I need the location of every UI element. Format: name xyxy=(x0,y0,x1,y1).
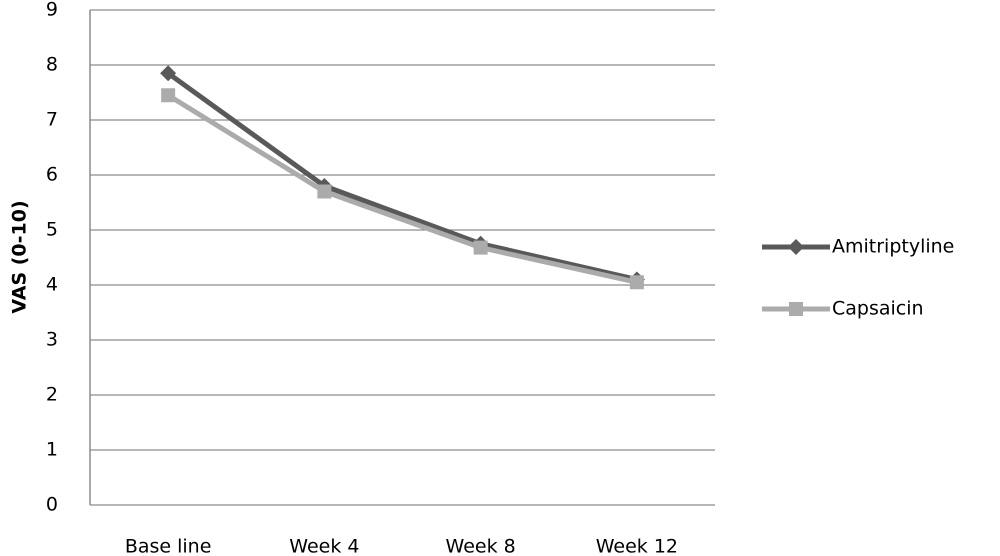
legend-marker xyxy=(788,239,804,255)
data-point xyxy=(161,88,176,103)
data-point xyxy=(473,240,488,255)
y-tick-label: 8 xyxy=(46,54,58,76)
data-point xyxy=(160,65,177,82)
series-line xyxy=(166,71,638,282)
legend-label: Amitriptyline xyxy=(832,236,954,258)
y-axis-label: VAS (0-10) xyxy=(9,200,31,313)
y-tick-label: 5 xyxy=(46,219,58,241)
y-tick-label: 2 xyxy=(46,384,58,406)
x-tick-label: Week 4 xyxy=(289,536,359,556)
y-tick-label: 9 xyxy=(46,0,58,21)
legend-marker xyxy=(789,302,803,316)
y-tick-label: 1 xyxy=(46,439,58,461)
data-point xyxy=(317,184,332,199)
series-line xyxy=(166,93,638,285)
x-tick-label: Base line xyxy=(125,536,212,556)
x-tick-label: Week 8 xyxy=(446,536,516,556)
y-tick-label: 0 xyxy=(46,494,58,516)
y-tick-label: 4 xyxy=(46,274,58,296)
y-tick-label: 3 xyxy=(46,329,58,351)
y-tick-label: 6 xyxy=(46,164,58,186)
x-tick-label: Week 12 xyxy=(596,536,678,556)
legend-label: Capsaicin xyxy=(832,298,924,320)
y-tick-label: 7 xyxy=(46,109,58,131)
data-point xyxy=(629,275,644,290)
